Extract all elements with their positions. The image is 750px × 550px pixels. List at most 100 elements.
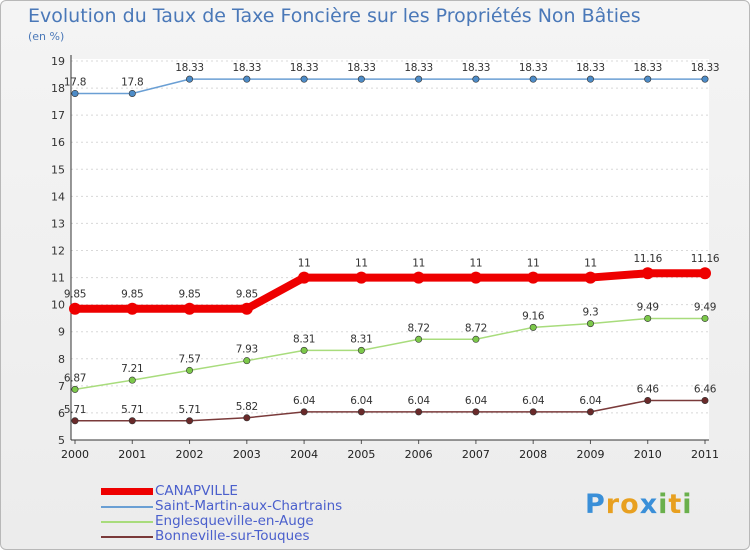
legend-item: Englesqueville-en-Auge xyxy=(101,514,342,529)
y-tick-label: 12 xyxy=(51,245,65,258)
x-tick-label: 2010 xyxy=(634,448,662,461)
data-label: 9.85 xyxy=(64,289,86,301)
y-tick-label: 14 xyxy=(51,190,65,203)
data-point xyxy=(357,408,365,416)
data-point xyxy=(529,408,537,416)
data-point xyxy=(357,75,365,83)
data-point xyxy=(186,366,194,374)
y-tick-label: 17 xyxy=(51,109,65,122)
y-tick-label: 11 xyxy=(51,272,65,285)
legend-label: Bonneville-sur-Touques xyxy=(155,528,310,544)
data-label: 6.04 xyxy=(293,395,316,407)
x-tick-label: 2001 xyxy=(118,448,146,461)
data-label: 9.49 xyxy=(637,301,659,313)
data-label: 11 xyxy=(355,258,368,270)
data-point xyxy=(243,75,251,83)
data-label: 8.72 xyxy=(408,322,430,334)
y-tick-label: 6 xyxy=(58,407,65,420)
data-label: 9.3 xyxy=(583,307,599,319)
data-label: 5.71 xyxy=(64,404,86,416)
legend-swatch xyxy=(101,535,153,538)
data-label: 7.21 xyxy=(121,363,143,375)
data-point xyxy=(529,75,537,83)
y-tick-label: 5 xyxy=(58,434,65,447)
logo-letter: x xyxy=(639,489,659,520)
legend-label: Saint-Martin-aux-Chartrains xyxy=(155,498,343,514)
data-label: 11 xyxy=(470,258,483,270)
data-point xyxy=(472,75,480,83)
data-point xyxy=(126,302,139,315)
legend-swatch xyxy=(101,520,153,523)
data-point xyxy=(186,75,194,83)
data-label: 8.31 xyxy=(293,333,315,345)
data-point xyxy=(644,75,652,83)
y-tick-label: 10 xyxy=(51,299,65,312)
x-tick-label: 2002 xyxy=(176,448,204,461)
data-label: 7.93 xyxy=(236,344,258,356)
data-point xyxy=(472,408,480,416)
data-label: 11 xyxy=(298,258,311,270)
proxiti-logo: Proxiti xyxy=(585,489,693,520)
data-point xyxy=(701,314,709,322)
data-point xyxy=(71,417,79,425)
legend-item: CANAPVILLE xyxy=(101,484,342,499)
data-point xyxy=(699,267,711,280)
legend-label: Englesqueville-en-Auge xyxy=(155,513,314,529)
data-point xyxy=(128,417,136,425)
data-point xyxy=(186,417,194,425)
y-tick-label: 13 xyxy=(51,217,65,230)
data-label: 6.04 xyxy=(408,395,431,407)
data-label: 18.33 xyxy=(519,62,548,74)
data-point xyxy=(641,267,654,280)
data-point xyxy=(415,75,423,83)
x-tick-label: 2004 xyxy=(290,448,318,461)
data-point xyxy=(586,320,594,328)
data-label: 6.46 xyxy=(694,383,717,395)
y-tick-label: 9 xyxy=(58,326,65,339)
data-point xyxy=(183,302,196,315)
data-point xyxy=(644,396,652,404)
series-line-saint-martin-aux-chartrains xyxy=(74,78,706,95)
data-label: 8.31 xyxy=(350,333,372,345)
x-tick-label: 2003 xyxy=(233,448,261,461)
data-point xyxy=(415,408,423,416)
data-label: 11.16 xyxy=(691,253,720,265)
data-label: 9.85 xyxy=(178,289,200,301)
data-label: 11.16 xyxy=(633,253,662,265)
data-label: 6.46 xyxy=(637,383,660,395)
data-label: 6.04 xyxy=(522,395,545,407)
data-point xyxy=(527,271,540,284)
data-label: 5.71 xyxy=(121,404,143,416)
y-tick-label: 16 xyxy=(51,136,65,149)
logo-letter: r xyxy=(605,489,621,520)
data-label: 9.85 xyxy=(121,289,143,301)
data-label: 18.33 xyxy=(404,62,433,74)
data-point xyxy=(644,314,652,322)
data-point xyxy=(128,89,136,97)
legend-item: Bonneville-sur-Touques xyxy=(101,529,342,544)
data-label: 11 xyxy=(527,258,540,270)
data-label: 5.71 xyxy=(178,404,200,416)
data-point xyxy=(586,75,594,83)
x-tick-label: 2000 xyxy=(61,448,89,461)
data-label: 18.33 xyxy=(347,62,376,74)
legend-swatch xyxy=(101,488,153,495)
data-point xyxy=(71,385,79,393)
data-label: 18.33 xyxy=(233,62,262,74)
series-line-bonneville-sur-touques xyxy=(74,399,706,422)
legend-label: CANAPVILLE xyxy=(155,483,238,499)
x-tick-label: 2007 xyxy=(462,448,490,461)
data-label: 11 xyxy=(412,258,425,270)
data-label: 6.87 xyxy=(64,372,86,384)
data-point xyxy=(586,408,594,416)
data-point xyxy=(69,302,81,315)
data-label: 9.49 xyxy=(694,301,716,313)
data-point xyxy=(584,271,597,284)
data-label: 18.33 xyxy=(462,62,491,74)
data-point xyxy=(300,408,308,416)
x-tick-label: 2005 xyxy=(347,448,375,461)
data-label: 6.04 xyxy=(465,395,488,407)
data-point xyxy=(415,335,423,343)
